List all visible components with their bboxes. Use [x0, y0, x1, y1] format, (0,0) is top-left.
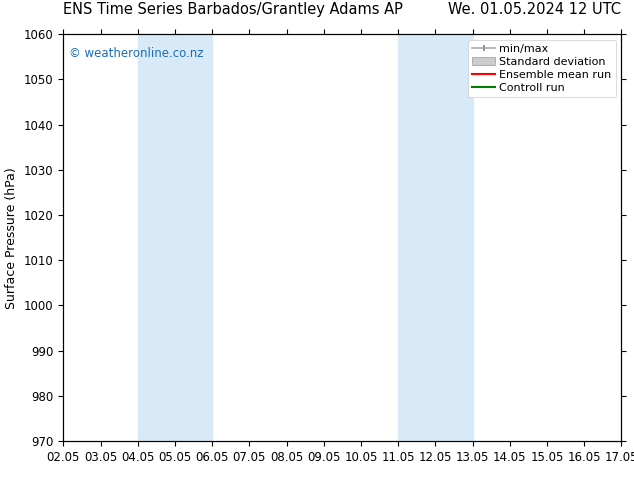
Legend: min/max, Standard deviation, Ensemble mean run, Controll run: min/max, Standard deviation, Ensemble me… — [468, 40, 616, 97]
Bar — [398, 34, 472, 441]
Text: ENS Time Series Barbados/Grantley Adams AP: ENS Time Series Barbados/Grantley Adams … — [63, 2, 403, 17]
Y-axis label: Surface Pressure (hPa): Surface Pressure (hPa) — [5, 167, 18, 309]
Text: © weatheronline.co.nz: © weatheronline.co.nz — [69, 47, 204, 59]
Bar — [138, 34, 212, 441]
Text: We. 01.05.2024 12 UTC: We. 01.05.2024 12 UTC — [448, 2, 621, 17]
